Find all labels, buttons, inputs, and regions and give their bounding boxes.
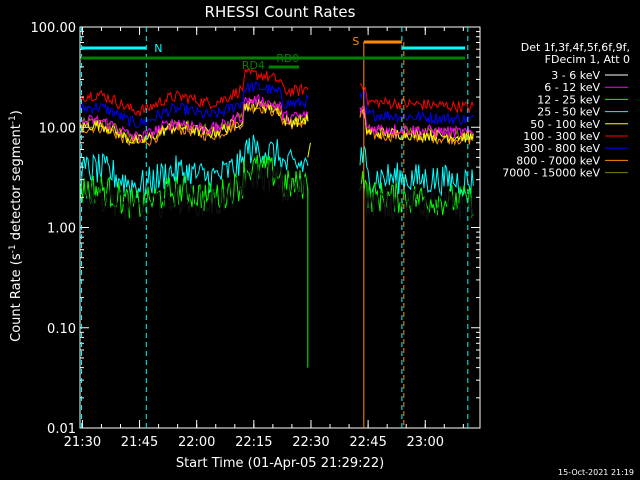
y-tick-label: 0.10: [47, 322, 76, 337]
x-tick-label: 22:30: [292, 435, 329, 450]
legend-label: 50 - 100 keV: [530, 118, 600, 131]
x-tick-label: 23:00: [407, 435, 444, 450]
series-line: [359, 109, 474, 147]
legend-header-line1: Det 1f,3f,4f,5f,6f,9f,: [521, 41, 630, 54]
y-axis-label: Count Rate (s-1 detector segment-1): [8, 110, 24, 342]
series-dropout: [307, 142, 311, 158]
x-tick-label: 21:30: [64, 435, 101, 450]
data-layer: [79, 68, 474, 368]
chart-title: RHESSI Count Rates: [205, 3, 356, 21]
n-flag-label: N: [154, 42, 162, 55]
y-tick-label: 0.01: [47, 422, 76, 437]
legend: Det 1f,3f,4f,5f,6f,9f, FDecim 1, Att 0 3…: [502, 41, 630, 180]
y-tick-label: 100.00: [31, 21, 77, 36]
legend-label: 3 - 6 keV: [551, 69, 600, 82]
legend-label: 100 - 300 keV: [523, 130, 600, 143]
legend-label: 300 - 800 keV: [523, 142, 600, 155]
legend-label: 12 - 25 keV: [537, 93, 600, 106]
legend-label: 800 - 7000 keV: [516, 154, 600, 167]
series-line: [79, 160, 309, 225]
series-line: [359, 145, 474, 197]
legend-label: 25 - 50 keV: [537, 106, 600, 119]
series-line: [359, 83, 474, 115]
x-tick-label: 22:00: [178, 435, 215, 450]
rd0-flag-label: RD0: [276, 52, 299, 65]
legend-header-line2: FDecim 1, Att 0: [545, 53, 630, 66]
series-line: [79, 80, 309, 128]
s-flag-label: S: [352, 35, 359, 48]
x-axis-label: Start Time (01-Apr-05 21:29:22): [176, 456, 384, 471]
legend-label: 7000 - 15000 keV: [502, 167, 600, 180]
rd4-flag-label: RD4: [242, 59, 265, 72]
series-line: [359, 90, 474, 126]
y-tick-label: 10.00: [39, 121, 76, 136]
series-line: [79, 68, 309, 117]
series-line: [79, 93, 309, 143]
series-line: [359, 105, 474, 138]
footer-date: 15-Oct-2021 21:19: [558, 468, 634, 477]
series-line: [79, 97, 309, 144]
x-tick-label: 22:45: [349, 435, 386, 450]
axes-layer: 21:30 21:45 22:00 22:15 22:30 22:45 23:00 0.01 0…: [31, 21, 481, 450]
series-line: [359, 183, 474, 222]
legend-label: 6 - 12 keV: [544, 81, 600, 94]
series-line: [79, 134, 309, 198]
flag-layer: N S RD0 RD4: [81, 27, 469, 428]
y-tick-label: 1.00: [47, 222, 76, 237]
x-tick-label: 21:45: [121, 435, 158, 450]
x-tick-label: 22:15: [235, 435, 272, 450]
series-line: [359, 107, 474, 144]
